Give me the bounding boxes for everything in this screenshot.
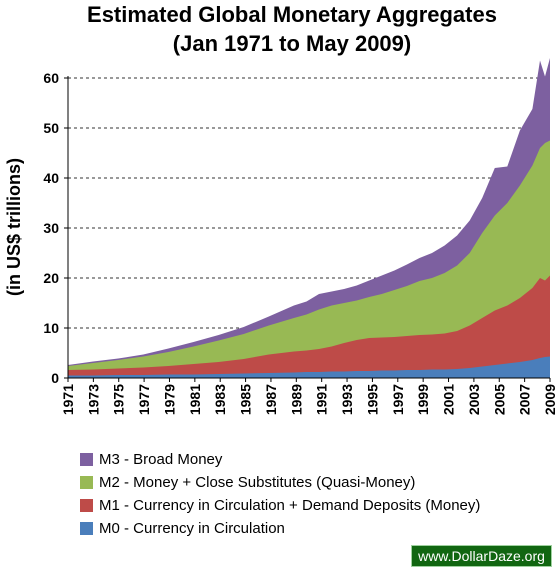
x-tick-label: 1975 [111, 384, 127, 415]
x-tick-label: 2009 [542, 384, 556, 415]
x-tick-label: 1989 [288, 384, 304, 415]
plot-areas [68, 58, 550, 378]
legend-item-m3: M3 - Broad Money [80, 448, 480, 471]
y-tick-label: 20 [43, 270, 59, 286]
x-tick-labels: 1971 1973 1975 1977 1979 1981 1983 1985 1987 1989… [60, 384, 556, 415]
x-tick-label: 1985 [238, 384, 254, 415]
x-tick-label: 2007 [517, 384, 533, 415]
axes [64, 76, 551, 382]
chart-title: Estimated Global Monetary Aggregates [87, 2, 497, 27]
x-tick-label: 1971 [60, 384, 76, 415]
legend-item-m2: M2 - Money + Close Substitutes (Quasi-Mo… [80, 471, 480, 494]
legend-swatch-m2 [80, 476, 93, 489]
x-tick-label: 1977 [136, 384, 152, 415]
watermark-badge: www.DollarDaze.org [411, 545, 552, 567]
x-tick-label: 1979 [161, 384, 177, 415]
y-axis-label: (in US$ trillions) [4, 158, 24, 296]
x-tick-label: 1991 [314, 384, 330, 415]
x-tick-label: 2003 [466, 384, 482, 415]
chart-subtitle: (Jan 1971 to May 2009) [173, 31, 411, 56]
legend-label-m2: M2 - Money + Close Substitutes (Quasi-Mo… [99, 474, 416, 491]
x-tick-label: 1999 [415, 384, 431, 415]
x-tick-label: 2001 [441, 384, 457, 415]
legend-item-m0: M0 - Currency in Circulation [80, 517, 480, 540]
area-series-m1 [68, 275, 550, 378]
x-tick-label: 1973 [85, 384, 101, 415]
y-tick-label: 60 [43, 70, 59, 86]
y-tick-label: 0 [51, 370, 59, 386]
y-tick-label: 50 [43, 120, 59, 136]
x-tick-label: 1981 [187, 384, 203, 415]
y-tick-label: 40 [43, 170, 59, 186]
legend-swatch-m1 [80, 499, 93, 512]
y-tick-label: 10 [43, 320, 59, 336]
legend-label-m3: M3 - Broad Money [99, 451, 223, 468]
area-series-m0 [68, 356, 550, 378]
area-series-m2 [68, 140, 550, 378]
x-tick-label: 1993 [339, 384, 355, 415]
x-tick-label: 1983 [212, 384, 228, 415]
legend-item-m1: M1 - Currency in Circulation + Demand De… [80, 494, 480, 517]
x-tick-label: 1987 [263, 384, 279, 415]
x-tick-label: 1997 [390, 384, 406, 415]
legend-swatch-m3 [80, 453, 93, 466]
y-tick-label: 30 [43, 220, 59, 236]
legend-label-m0: M0 - Currency in Circulation [99, 520, 285, 537]
gridlines [68, 77, 550, 329]
legend-label-m1: M1 - Currency in Circulation + Demand De… [99, 497, 481, 514]
y-tick-labels: 0 10 20 30 40 50 60 [43, 70, 59, 386]
legend-swatch-m0 [80, 522, 93, 535]
x-tick-label: 1995 [364, 384, 380, 415]
legend: M3 - Broad Money M2 - Money + Close Subs… [80, 448, 480, 540]
x-tick-label: 2005 [491, 384, 507, 415]
